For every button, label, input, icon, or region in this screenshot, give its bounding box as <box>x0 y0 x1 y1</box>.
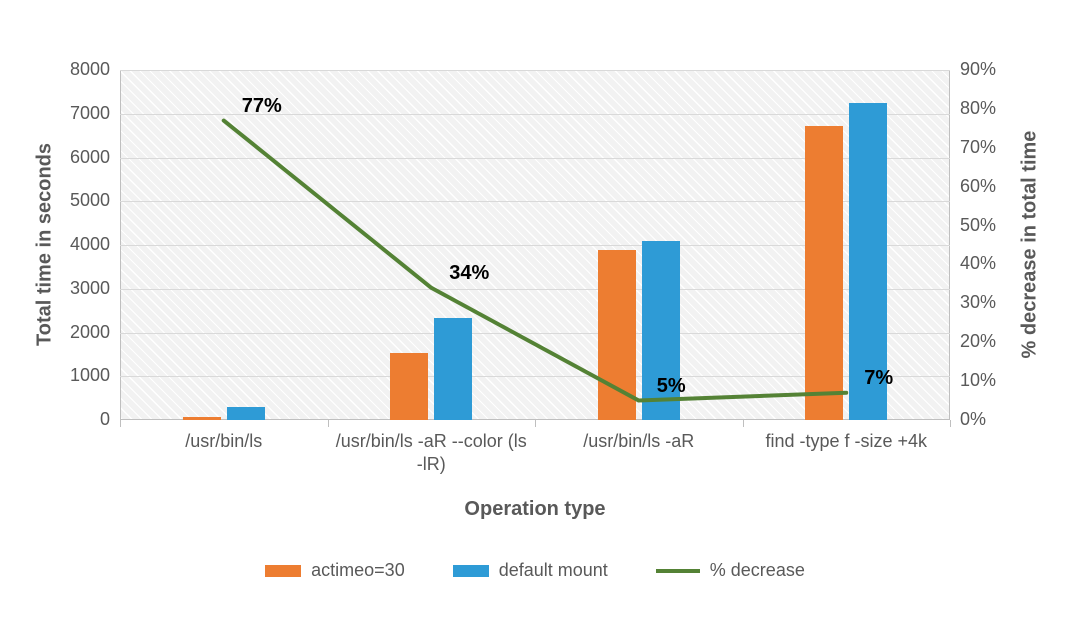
y-right-tick: 90% <box>960 59 996 80</box>
y-left-title: Total time in seconds <box>34 135 57 355</box>
y-left-tick: 8000 <box>50 59 110 80</box>
legend-swatch <box>453 565 489 577</box>
combo-chart: 0 1000 2000 3000 4000 5000 6000 7000 8000 0% 10% 20… <box>0 0 1069 644</box>
y-left-tick: 0 <box>50 409 110 430</box>
legend-item: % decrease <box>656 560 805 581</box>
y-left-tick: 4000 <box>50 234 110 255</box>
line-data-label: 7% <box>864 367 893 390</box>
line-data-label: 5% <box>657 375 686 398</box>
y-left-tick: 6000 <box>50 147 110 168</box>
legend-swatch <box>265 565 301 577</box>
legend-label: % decrease <box>710 560 805 581</box>
x-category-label: /usr/bin/ls -aR <box>541 430 737 453</box>
legend-label: default mount <box>499 560 608 581</box>
y-left-tick: 3000 <box>50 278 110 299</box>
legend: actimeo=30 default mount % decrease <box>120 560 950 581</box>
legend-item: default mount <box>453 560 608 581</box>
x-tick <box>743 420 744 427</box>
y-right-tick: 20% <box>960 331 996 352</box>
x-category-label: /usr/bin/ls -aR --color (ls -lR) <box>334 430 530 475</box>
line-series <box>120 70 950 420</box>
x-tick <box>535 420 536 427</box>
y-right-title: % decrease in total time <box>1019 115 1042 375</box>
y-right-tick: 40% <box>960 253 996 274</box>
x-tick <box>950 420 951 427</box>
line-data-label: 77% <box>242 95 282 118</box>
y-left-tick: 7000 <box>50 103 110 124</box>
y-right-tick: 80% <box>960 98 996 119</box>
y-right-tick: 70% <box>960 137 996 158</box>
legend-line-swatch <box>656 569 700 573</box>
y-right-tick: 60% <box>960 176 996 197</box>
y-left-tick: 1000 <box>50 365 110 386</box>
legend-item: actimeo=30 <box>265 560 405 581</box>
x-category-label: find -type f -size +4k <box>749 430 945 453</box>
line-data-label: 34% <box>449 262 489 285</box>
y-right-tick: 0% <box>960 409 986 430</box>
y-left-tick: 5000 <box>50 190 110 211</box>
x-category-label: /usr/bin/ls <box>126 430 322 453</box>
y-right-tick: 30% <box>960 292 996 313</box>
y-left-tick: 2000 <box>50 322 110 343</box>
x-title: Operation type <box>120 498 950 521</box>
y-right-tick: 50% <box>960 215 996 236</box>
x-tick <box>328 420 329 427</box>
plot-area <box>120 70 950 420</box>
y-right-tick: 10% <box>960 370 996 391</box>
legend-label: actimeo=30 <box>311 560 405 581</box>
x-tick <box>120 420 121 427</box>
